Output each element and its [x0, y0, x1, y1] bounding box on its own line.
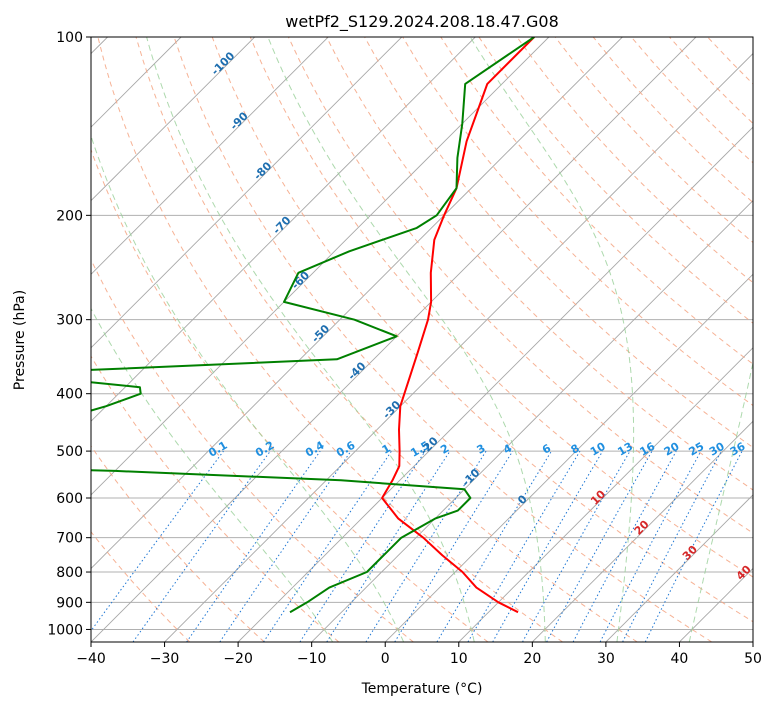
moist-adiabat [91, 307, 334, 642]
x-tick-label: 20 [523, 651, 541, 667]
plot-frame [90, 36, 754, 643]
mixing-ratio-line [219, 450, 352, 642]
x-tick-label: 50 [744, 651, 762, 667]
y-tick-label: 200 [56, 208, 83, 224]
dry-adiabat [249, 37, 753, 578]
moist-adiabat [267, 37, 546, 642]
mixing-ratio-line [299, 450, 426, 642]
x-tick-label: −30 [150, 651, 180, 667]
mixing-ratio-line [132, 450, 271, 642]
mixing-ratio-line [186, 450, 321, 642]
isotherm-line [458, 347, 753, 642]
dry-adiabat [91, 148, 489, 642]
dry-adiabats [91, 37, 753, 642]
isotherm-line [311, 200, 753, 642]
x-axis-label: Temperature (°C) [361, 681, 483, 697]
isotherm-line [91, 37, 550, 496]
plot-area: 0.1 0.2 0.4 0.6 1 1.5 2 3 4 6 8 10 13 16 20 25 30 36-100-… [91, 37, 753, 642]
mixing-ratio-line [326, 450, 451, 642]
dry-adiabat [516, 37, 753, 284]
x-tick-label: 30 [597, 651, 615, 667]
moist-adiabat [146, 37, 475, 642]
y-tick-label: 800 [56, 565, 83, 581]
y-tick-label: 700 [56, 531, 83, 547]
dry-adiabat [91, 355, 340, 642]
isotherm-line [237, 126, 753, 642]
y-tick-label: 300 [56, 313, 83, 329]
dry-adiabat [440, 37, 753, 365]
dry-adiabat [173, 37, 713, 642]
isotherm-line [164, 52, 753, 642]
y-tick-label: 500 [56, 444, 83, 460]
dry-adiabat [402, 37, 753, 407]
y-tick-label: 100 [56, 30, 83, 46]
x-tick-label: 10 [450, 651, 468, 667]
isotherm-line [531, 420, 753, 642]
mixing-ratio-line [522, 450, 631, 642]
mixing-ratio-lines [91, 450, 743, 642]
x-tick-label: −20 [223, 651, 253, 667]
x-tick-label: −10 [297, 651, 327, 667]
x-tick-label: 40 [671, 651, 689, 667]
y-tick-label: 1000 [47, 622, 83, 638]
mixing-ratio-line [263, 450, 392, 642]
x-tick-label: 0 [381, 651, 390, 667]
mixing-ratio-line [546, 450, 653, 642]
y-tick-label: 400 [56, 387, 83, 403]
x-axis-ticks: −40 −30 −20 −10 0 10 20 30 40 50 [76, 642, 762, 667]
isotherm-line [91, 37, 623, 570]
x-tick-label: −40 [76, 651, 106, 667]
dry-adiabat [91, 531, 191, 642]
isotherm-line [384, 273, 753, 642]
moist-adiabat [688, 360, 753, 642]
dry-adiabat [211, 37, 753, 623]
isotherm-line [679, 567, 753, 642]
y-tick-label: 900 [56, 595, 83, 611]
dewpoint-profile [91, 37, 535, 614]
y-axis-label: Pressure (hPa) [12, 290, 28, 390]
mixing-ratio-line [394, 450, 514, 642]
mixing-ratio-line [644, 450, 743, 642]
mixing-ratio-line [91, 450, 224, 632]
skewed-isotherms [91, 37, 753, 642]
dry-adiabat [287, 37, 753, 534]
temperature-profile [381, 37, 535, 614]
dry-adiabat [97, 37, 563, 642]
dry-adiabat [91, 258, 414, 642]
y-axis-ticks: 100 200 300 400 500 600 700 800 900 1000 [47, 30, 91, 638]
moist-adiabat [91, 134, 405, 642]
dry-adiabat [91, 445, 265, 642]
y-tick-label: 600 [56, 491, 83, 507]
sounding-profiles [91, 37, 535, 614]
isotherm-line [91, 37, 476, 422]
mixing-ratio-line [572, 450, 677, 642]
isotherm-line [91, 37, 403, 349]
chart-title: wetPf2_S129.2024.208.18.47.G08 [285, 12, 559, 32]
